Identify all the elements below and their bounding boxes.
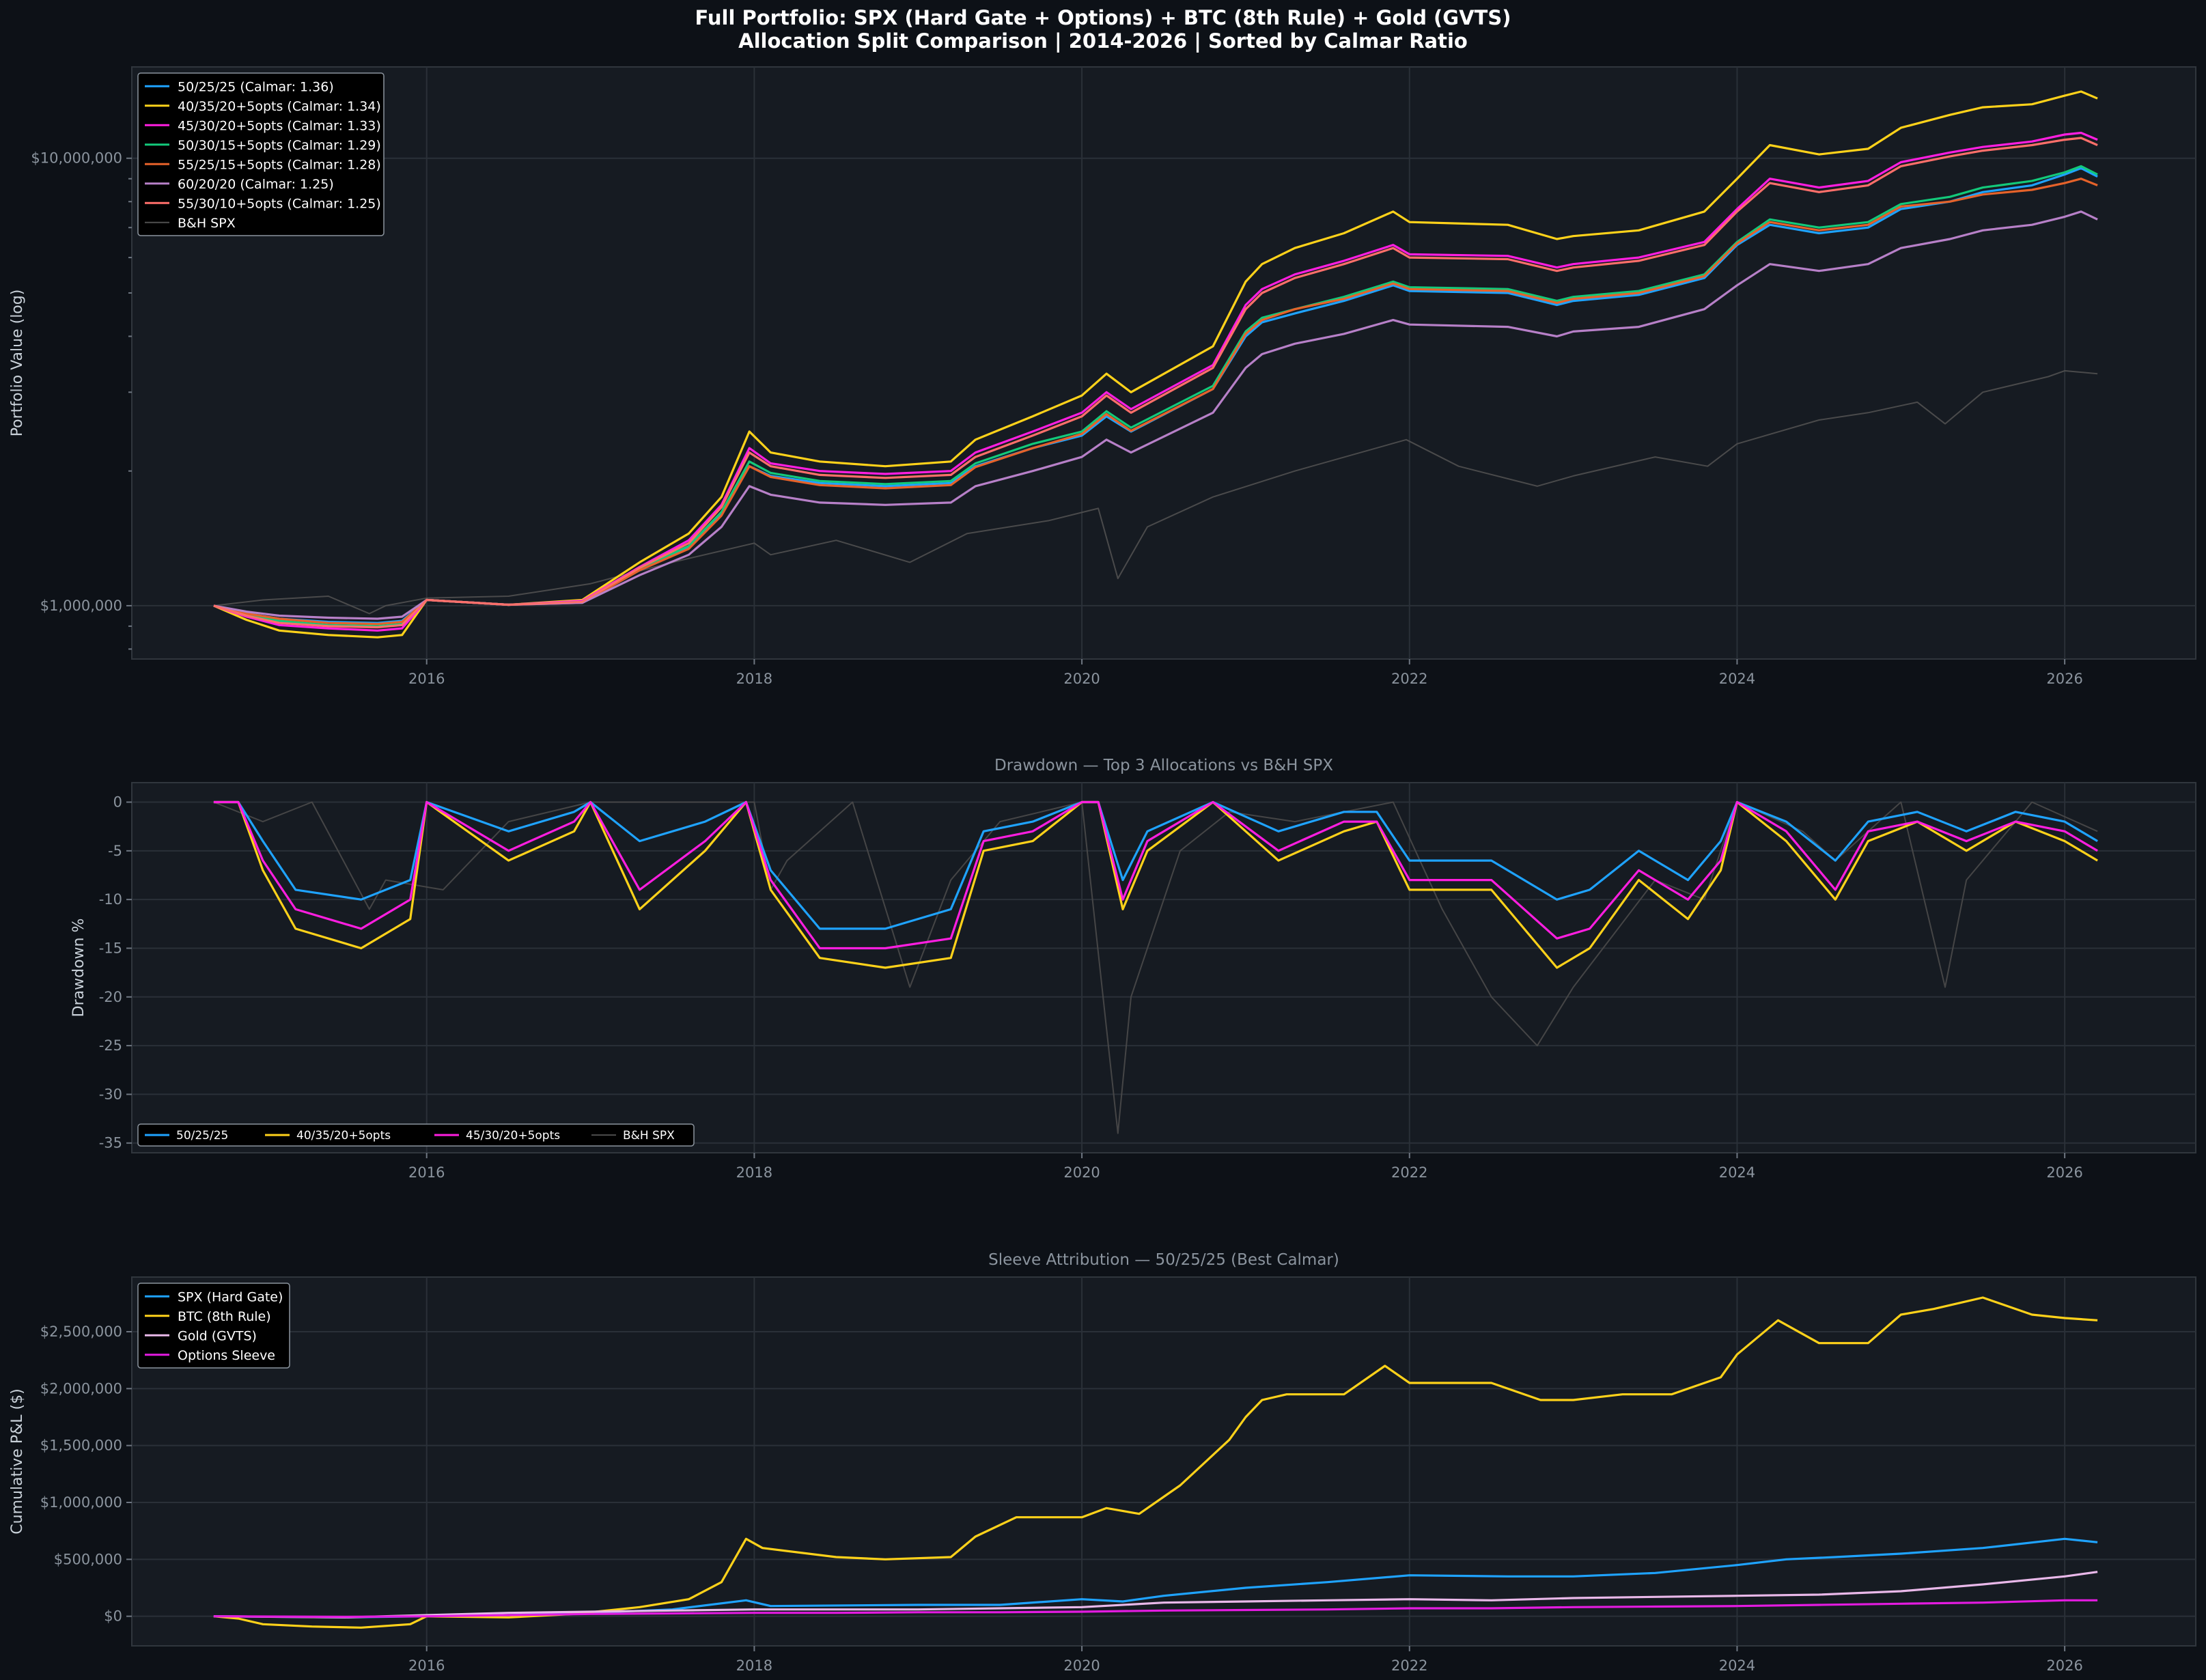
series-line-b-h-spx xyxy=(213,801,2098,1134)
series-line-b-h-spx xyxy=(213,369,2098,615)
legend-entry: Options Sleeve xyxy=(178,1348,275,1363)
x-tick-label: 2018 xyxy=(736,1164,772,1181)
legend-entry: 60/20/20 (Calmar: 1.25) xyxy=(178,177,334,192)
x-tick-label: 2020 xyxy=(1063,1164,1100,1181)
y-tick-label: 0 xyxy=(113,794,122,811)
y-tick-label: $500,000 xyxy=(54,1551,122,1567)
x-tick-label: 2016 xyxy=(408,1657,445,1674)
y-tick-label: -30 xyxy=(99,1086,122,1102)
y-tick-label: $0 xyxy=(104,1608,122,1625)
y-tick-label: $2,000,000 xyxy=(40,1380,122,1397)
x-tick-label: 2020 xyxy=(1063,671,1100,687)
x-tick-label: 2024 xyxy=(1719,1657,1755,1674)
y-tick-label: $1,000,000 xyxy=(40,598,122,614)
axes-background-2 xyxy=(131,1276,2196,1647)
legend-entry: 50/25/25 xyxy=(176,1129,228,1143)
panel-title-1: Drawdown — Top 3 Allocations vs B&H SPX xyxy=(994,757,1333,774)
y-tick-label: $1,000,000 xyxy=(40,1494,122,1511)
legend-entry: 45/30/20+5opts xyxy=(466,1129,560,1143)
legend-2: SPX (Hard Gate) BTC (8th Rule) Gold (GVTS)… xyxy=(137,1283,290,1369)
x-tick-label: 2020 xyxy=(1063,1657,1100,1674)
series-line-55-30-10-5opts-calmar-1-25- xyxy=(213,137,2098,629)
x-tick-label: 2026 xyxy=(2046,1164,2082,1181)
x-tick-label: 2018 xyxy=(736,1657,772,1674)
x-tick-label: 2024 xyxy=(1719,1164,1755,1181)
legend-entry: SPX (Hard Gate) xyxy=(178,1289,283,1304)
figure-title-line2: Allocation Split Comparison | 2014-2026 … xyxy=(738,29,1468,53)
x-tick-label: 2026 xyxy=(2046,671,2082,687)
x-tick-label: 2016 xyxy=(408,1164,445,1181)
y-tick-label: -15 xyxy=(99,940,122,956)
y-tick-label: -35 xyxy=(99,1135,122,1151)
y-tick-label: -5 xyxy=(108,843,122,859)
legend-entry: 55/30/10+5opts (Calmar: 1.25) xyxy=(178,196,381,211)
x-tick-label: 2024 xyxy=(1719,671,1755,687)
panel-sleeve-attribution: Sleeve Attribution — 50/25/25 (Best Calm… xyxy=(9,1251,2196,1674)
x-tick-label: 2016 xyxy=(408,671,445,687)
legend-1: 50/25/25 40/35/20+5opts 45/30/20+5opts B&H … xyxy=(137,1123,695,1147)
legend-entry: B&H SPX xyxy=(178,216,236,231)
legend-box xyxy=(137,72,385,236)
axes-background-0 xyxy=(131,66,2196,660)
x-tick-label: 2018 xyxy=(736,671,772,687)
legend-entry: Gold (GVTS) xyxy=(178,1328,257,1343)
series-line-50-25-25 xyxy=(213,800,2098,930)
legend-entry: BTC (8th Rule) xyxy=(178,1309,271,1324)
y-tick-label: $2,500,000 xyxy=(40,1324,122,1340)
x-tick-label: 2022 xyxy=(1391,671,1427,687)
figure-title-line1: Full Portfolio: SPX (Hard Gate + Options… xyxy=(695,6,1511,29)
y-tick-label: $1,500,000 xyxy=(40,1438,122,1454)
series-line-45-30-20-5opts xyxy=(213,800,2098,950)
legend-entry: 45/30/20+5opts (Calmar: 1.33) xyxy=(178,118,381,133)
panel-drawdown: Drawdown — Top 3 Allocations vs B&H SPX 2… xyxy=(70,757,2196,1181)
legend-entry: 50/30/15+5opts (Calmar: 1.29) xyxy=(178,138,381,153)
legend-entry: 50/25/25 (Calmar: 1.36) xyxy=(178,79,334,94)
series-line-options-sleeve xyxy=(213,1599,2098,1619)
y-axis-label-0: Portfolio Value (log) xyxy=(9,290,26,437)
legend-entry: 40/35/20+5opts (Calmar: 1.34) xyxy=(178,99,381,114)
legend-entry: 55/25/15+5opts (Calmar: 1.28) xyxy=(178,157,381,172)
axes-background-1 xyxy=(131,782,2196,1153)
legend-0: 50/25/25 (Calmar: 1.36) 40/35/20+5opts (C… xyxy=(137,72,385,236)
panel-portfolio-value: 2016 2018 2020 2022 2024 2026 $1,000,000 $10,00… xyxy=(9,66,2196,687)
y-tick-label: -20 xyxy=(99,989,122,1005)
legend-entry: 40/35/20+5opts xyxy=(296,1129,391,1143)
series-line-40-35-20-5opts xyxy=(213,800,2098,969)
legend-box xyxy=(137,1283,290,1369)
y-tick-label: $10,000,000 xyxy=(31,150,122,167)
y-tick-label: -10 xyxy=(99,891,122,908)
legend-entry: B&H SPX xyxy=(623,1129,675,1143)
x-tick-label: 2022 xyxy=(1391,1657,1427,1674)
y-axis-label-2: Cumulative P&L ($) xyxy=(9,1388,26,1534)
x-tick-label: 2022 xyxy=(1391,1164,1427,1181)
y-tick-label: -25 xyxy=(99,1037,122,1054)
legend-box xyxy=(137,1123,695,1147)
x-tick-label: 2026 xyxy=(2046,1657,2082,1674)
y-axis-label-1: Drawdown % xyxy=(70,919,87,1018)
panel-title-2: Sleeve Attribution — 50/25/25 (Best Calm… xyxy=(988,1251,1339,1269)
series-line-gold-gvts- xyxy=(213,1571,2098,1619)
